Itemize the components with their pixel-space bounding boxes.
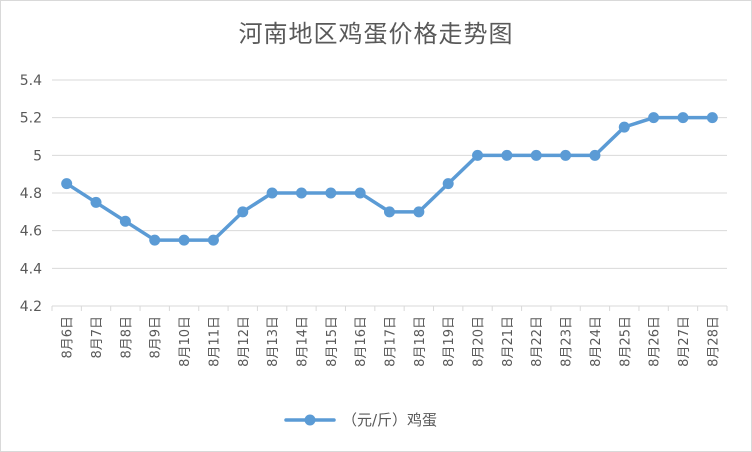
- data-point: [61, 178, 73, 190]
- data-point: [413, 206, 425, 218]
- series-egg-price: [61, 112, 718, 246]
- x-tick-label: 8月21日: [501, 316, 516, 367]
- series-line: [64, 115, 715, 242]
- data-point: [677, 112, 689, 124]
- x-tick-label: 8月24日: [589, 316, 604, 367]
- y-tick-label: 4.2: [20, 299, 42, 315]
- x-tick-label: 8月14日: [295, 316, 310, 367]
- x-tick-label: 8月12日: [237, 316, 252, 367]
- y-tick-label: 5: [33, 148, 42, 164]
- data-point: [530, 149, 542, 161]
- data-point: [618, 121, 630, 133]
- data-point: [266, 187, 278, 199]
- data-point: [442, 178, 454, 190]
- x-tick-label: 8月23日: [560, 316, 575, 367]
- y-axis-ticks: 4.2 4.4 4.6 4.8 5 5.2 5.4: [20, 73, 42, 315]
- x-tick-label: 8月8日: [119, 316, 134, 359]
- gridlines: [52, 79, 727, 307]
- x-tick-label: 8月9日: [149, 316, 164, 359]
- legend: （元/斤）鸡蛋: [284, 411, 437, 429]
- x-tick-label: 8月15日: [325, 316, 340, 367]
- x-tick-label: 8月6日: [61, 316, 76, 359]
- x-tick-label: 8月25日: [618, 316, 633, 367]
- y-tick-label: 5.4: [20, 73, 42, 89]
- chart-title: 河南地区鸡蛋价格走势图: [238, 20, 514, 48]
- data-point: [706, 112, 718, 124]
- x-tick-label: 8月27日: [677, 316, 692, 367]
- y-tick-label: 4.6: [20, 224, 42, 240]
- x-axis-ticks: 8月6日 8月7日 8月8日 8月9日 8月10日 8月11日 8月12日 8月13日 8月14…: [51, 306, 728, 367]
- x-tick-label: 8月7日: [90, 316, 105, 359]
- data-point: [207, 234, 219, 246]
- x-tick-label: 8月20日: [472, 316, 487, 367]
- x-tick-label: 8月16日: [354, 316, 369, 367]
- data-point: [589, 149, 601, 161]
- data-point: [295, 187, 307, 199]
- data-point: [354, 187, 366, 199]
- legend-label: （元/斤）鸡蛋: [342, 411, 437, 429]
- data-point: [472, 149, 484, 161]
- legend-marker: [304, 414, 316, 426]
- x-tick-label: 8月22日: [530, 316, 545, 367]
- x-tick-label: 8月19日: [442, 316, 457, 367]
- data-point: [178, 234, 190, 246]
- y-tick-label: 4.8: [20, 186, 42, 202]
- x-tick-label: 8月10日: [178, 316, 193, 367]
- x-tick-label: 8月26日: [648, 316, 663, 367]
- data-point: [501, 149, 513, 161]
- y-tick-label: 4.4: [20, 261, 42, 277]
- y-tick-label: 5.2: [20, 111, 42, 127]
- x-tick-label: 8月13日: [266, 316, 281, 367]
- data-point: [560, 149, 572, 161]
- x-tick-label: 8月11日: [207, 316, 222, 367]
- data-point: [325, 187, 337, 199]
- x-tick-label: 8月28日: [706, 316, 721, 367]
- x-tick-label: 8月18日: [413, 316, 428, 367]
- x-tick-label: 8月17日: [384, 316, 399, 367]
- data-point: [119, 215, 131, 227]
- data-point: [149, 234, 161, 246]
- data-point: [90, 196, 102, 208]
- data-point: [384, 206, 395, 218]
- data-point: [648, 112, 660, 124]
- data-point: [237, 206, 249, 218]
